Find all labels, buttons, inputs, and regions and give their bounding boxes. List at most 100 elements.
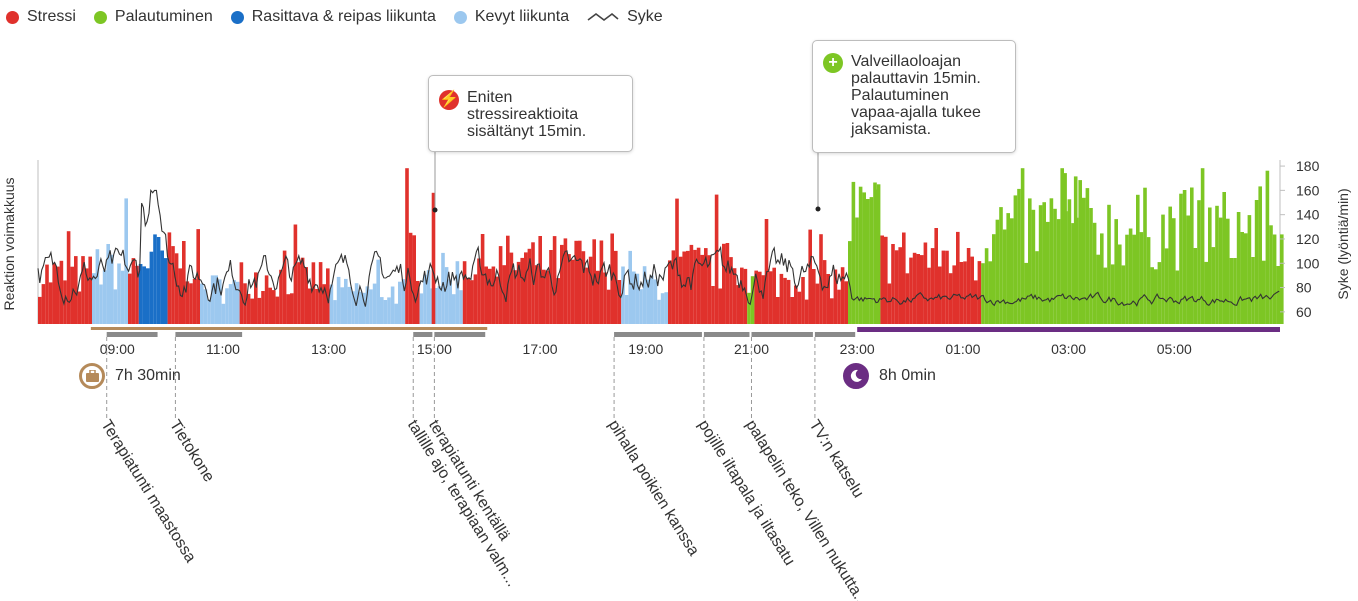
reaction-bar: [459, 290, 463, 324]
reaction-bar: [693, 249, 697, 324]
reaction-bar: [614, 250, 618, 324]
reaction-bar: [120, 270, 125, 324]
reaction-bar: [1028, 198, 1032, 324]
legend-label: Kevyt liikunta: [474, 8, 570, 25]
legend: Stressi Palautuminen Rasittava & reipas li…: [6, 7, 663, 27]
activity-bar: [703, 332, 750, 337]
reaction-bar: [678, 256, 683, 324]
reaction-bar: [1002, 229, 1007, 324]
reaction-bar: [956, 231, 960, 324]
right-axis-tick-label: 180: [1296, 158, 1320, 174]
reaction-bar: [1096, 254, 1100, 324]
reaction-bar: [92, 273, 96, 324]
reaction-bar: [783, 277, 787, 324]
reaction-bar: [527, 248, 532, 324]
reaction-bar: [99, 284, 103, 324]
legend-item: Kevyt liikunta: [453, 8, 570, 26]
reaction-bar: [722, 243, 726, 324]
reaction-bar: [560, 244, 564, 324]
reaction-bar: [333, 300, 337, 324]
reaction-bar: [664, 292, 668, 324]
reaction-bar: [293, 224, 298, 324]
reaction-bar: [470, 280, 474, 324]
reaction-bar: [761, 275, 766, 324]
reaction-bar: [189, 283, 193, 324]
reaction-bar: [617, 280, 622, 324]
reaction-bar: [203, 289, 208, 324]
moon-icon: [843, 363, 869, 389]
reaction-bar: [923, 242, 928, 324]
x-tick-label: 09:00: [100, 341, 135, 357]
reaction-bar: [804, 299, 809, 324]
activity-label: TV:n katselu: [806, 417, 867, 501]
recovery-peak-marker: [815, 206, 821, 212]
reaction-bar: [110, 254, 114, 324]
reaction-bar: [1251, 257, 1255, 324]
reaction-bar: [1204, 261, 1208, 324]
reaction-bar: [88, 256, 92, 324]
reaction-bar: [405, 168, 409, 324]
reaction-bar: [1114, 219, 1118, 324]
reaction-bar: [81, 256, 85, 324]
activity-label: tallille ajo, terapiaan valm...: [404, 417, 521, 590]
reaction-bar: [668, 260, 672, 324]
reaction-bar: [308, 288, 312, 324]
reaction-bar: [837, 289, 841, 324]
reaction-bar: [473, 274, 478, 324]
sleep-duration-value: 8h 0min: [879, 367, 936, 384]
reaction-bar: [1208, 207, 1212, 324]
reaction-bar: [452, 294, 456, 324]
reaction-bar: [56, 266, 60, 324]
reaction-bar: [945, 250, 949, 324]
x-tick-label: 23:00: [840, 341, 875, 357]
reaction-bar: [585, 267, 589, 324]
reaction-bar: [995, 219, 1000, 324]
reaction-bar: [873, 182, 877, 324]
reaction-bar: [970, 256, 974, 324]
activity-label: Tietokone: [166, 417, 217, 485]
reaction-bar: [401, 279, 406, 324]
reaction-bar: [862, 192, 866, 324]
reaction-bar: [185, 281, 190, 324]
reaction-bar: [275, 296, 280, 324]
reaction-bar: [725, 243, 730, 324]
reaction-bar: [290, 293, 294, 324]
reaction-bar: [1107, 204, 1111, 324]
activity-bar: [106, 332, 158, 337]
reaction-bar: [264, 275, 269, 324]
reaction-bar: [1103, 267, 1108, 324]
reaction-bar: [160, 250, 164, 324]
reaction-bar: [812, 269, 816, 324]
heart-rate-line: [37, 189, 1280, 307]
reaction-bar: [1258, 186, 1262, 324]
reaction-bar: [941, 250, 946, 324]
reaction-bar: [916, 254, 920, 324]
reaction-bar: [959, 262, 964, 324]
reaction-bar: [1179, 193, 1183, 324]
reaction-bar: [1067, 199, 1072, 324]
reaction-bar: [232, 280, 236, 324]
reaction-bar: [1092, 222, 1097, 324]
reaction-bar: [246, 293, 251, 324]
reaction-bar: [261, 291, 265, 324]
legend-label: Rasittava & reipas liikunta: [251, 8, 436, 25]
work-duration: 7h 30min: [79, 363, 181, 389]
reaction-bar: [1143, 187, 1147, 324]
right-axis-tick-label: 140: [1296, 207, 1320, 223]
reaction-bar: [635, 273, 640, 324]
reaction-bar: [1125, 234, 1129, 324]
x-tick-label: 19:00: [628, 341, 663, 357]
reaction-bar: [66, 231, 71, 324]
reaction-bar: [1233, 258, 1237, 324]
work-duration-value: 7h 30min: [115, 367, 181, 384]
reaction-bar: [1175, 270, 1180, 324]
reaction-bar: [95, 249, 100, 324]
reaction-bar: [149, 251, 154, 324]
legend-swatch: [453, 10, 467, 24]
reaction-bar: [304, 267, 308, 324]
briefcase-icon: [79, 363, 105, 389]
reaction-bar: [437, 286, 442, 324]
reaction-bar: [1049, 198, 1054, 324]
right-axis-tick-label: 120: [1296, 231, 1320, 247]
reaction-bar: [750, 276, 755, 324]
